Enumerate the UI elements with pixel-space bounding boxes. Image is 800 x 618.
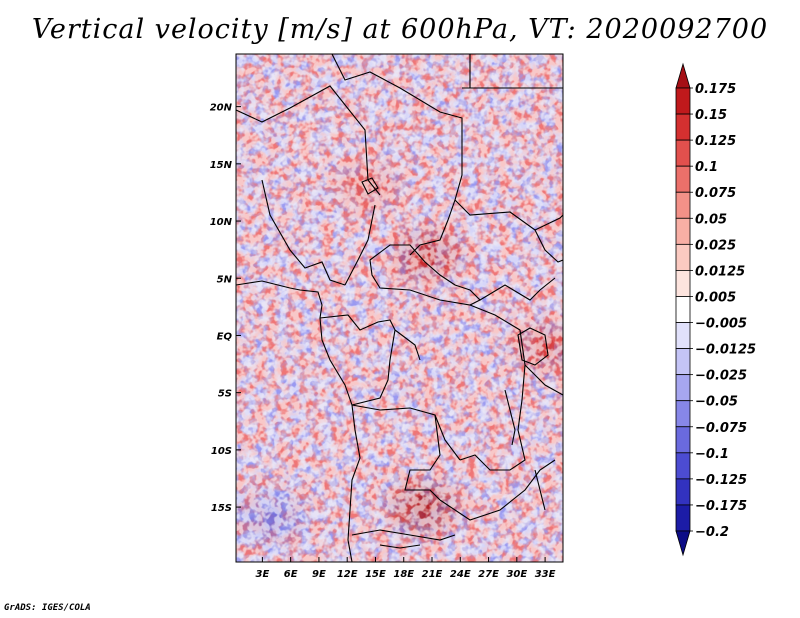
border-drc-east (459, 304, 526, 471)
colorbar-box (675, 270, 691, 297)
colorbar-label: 0.025 (695, 238, 736, 253)
colorbar-box (675, 165, 691, 193)
colorbar-labels: 0.175 0.15 0.125 0.1 0.075 0.05 0.025 0.0125 0.0… (690, 82, 756, 540)
colorbar-box (675, 478, 691, 506)
colorbar-label: −0.005 (695, 317, 747, 332)
border-ethiopia (534, 229, 563, 263)
colorbar-label: −0.1 (695, 447, 729, 462)
border-south-sudan (479, 277, 556, 301)
colorbar-box (675, 191, 691, 219)
y-tick-label: 10S (211, 446, 232, 457)
y-axis: 20N 15N 10N 5N EQ 5S 10S 15S (210, 103, 241, 514)
colorbar-label: 0.175 (695, 82, 736, 97)
colorbar-box (675, 504, 691, 532)
lake-malawi (534, 469, 546, 511)
colorbar-label: −0.125 (695, 473, 747, 488)
y-tick-label: 10N (210, 217, 233, 228)
colorbar-box (675, 87, 691, 115)
y-tick-label: 5N (217, 274, 233, 285)
border-libya-niger (331, 54, 463, 201)
x-tick-label: 21E (422, 569, 443, 580)
border-sudan-south-sudan (454, 199, 563, 231)
colorbar-label: −0.05 (695, 395, 738, 410)
grads-credit: GrADS: IGES/COLA (4, 603, 91, 613)
x-tick-label: 33E (535, 569, 556, 580)
colorbar-label: −0.075 (695, 421, 747, 436)
x-tick-label: 9E (312, 569, 326, 580)
colorbar-box (675, 400, 691, 428)
colorbar-box (675, 113, 691, 141)
border-nigeria-cameroon (261, 179, 346, 286)
colorbar-box (675, 139, 691, 167)
colorbar-label: −0.2 (695, 525, 729, 540)
border-chad-sudan (409, 199, 456, 256)
y-tick-label: 5S (218, 389, 232, 400)
colorbar-top-arrow (675, 62, 691, 89)
colorbar-box (675, 374, 691, 402)
lake-chad (361, 177, 379, 195)
chart-title: Vertical velocity [m/s] at 600hPa, VT: 2… (31, 14, 769, 45)
y-tick-label: 15N (210, 160, 233, 171)
y-tick-label: EQ (217, 331, 233, 342)
colorbar-box (675, 426, 691, 454)
field-contour-texture (236, 54, 563, 562)
lake-victoria (517, 327, 549, 366)
x-axis: 3E 6E 9E 12E 15E 18E 21E 24E 27E 30E 33E (255, 557, 556, 580)
x-tick-label: 15E (365, 569, 386, 580)
border-drc-south (351, 404, 461, 461)
colorbar-box (675, 296, 691, 323)
political-boundaries (236, 54, 563, 562)
lake-tanganyika (504, 389, 516, 446)
colorbar-label: 0.1 (695, 160, 718, 175)
colorbar-label: 0.05 (695, 212, 727, 227)
x-tick-label: 27E (478, 569, 499, 580)
colorbar-box (675, 452, 691, 480)
border-car (369, 244, 481, 306)
border-zambia-east (439, 459, 556, 521)
colorbar-label: 0.125 (695, 134, 736, 149)
colorbar-box (675, 348, 691, 376)
x-tick-label: 18E (393, 569, 414, 580)
colorbar-box (675, 322, 691, 349)
coastline-west (236, 280, 361, 562)
x-tick-label: 6E (284, 569, 298, 580)
border-angola-namibia (351, 529, 456, 541)
colorbar-label: 0.075 (695, 186, 736, 201)
colorbar-boxes (675, 62, 691, 557)
colorbar-label: −0.025 (695, 369, 747, 384)
colorbar-box (675, 243, 691, 271)
border-egypt-sudan (462, 54, 563, 89)
colorbar-label: −0.175 (695, 499, 747, 514)
colorbar-label: 0.15 (695, 108, 727, 123)
x-tick-label: 3E (255, 569, 269, 580)
border-angola-zambia (404, 414, 441, 501)
field-layer (236, 54, 563, 562)
colorbar-bottom-arrow (675, 530, 691, 557)
border-tanzania (524, 364, 563, 396)
x-tick-label: 30E (506, 569, 527, 580)
colorbar-label: 0.005 (695, 290, 736, 305)
border-congo (319, 314, 396, 406)
x-tick-label: 12E (337, 569, 358, 580)
colorbar-label: −0.0125 (695, 343, 756, 358)
border-cameroon-chad (344, 204, 376, 286)
x-tick-label: 24E (450, 569, 471, 580)
colorbar-label: 0.0125 (695, 264, 745, 279)
plot-frame (235, 53, 564, 563)
y-tick-label: 15S (211, 503, 232, 514)
y-tick-label: 20N (210, 103, 233, 114)
border-misc (379, 329, 421, 549)
colorbar-box (675, 217, 691, 245)
